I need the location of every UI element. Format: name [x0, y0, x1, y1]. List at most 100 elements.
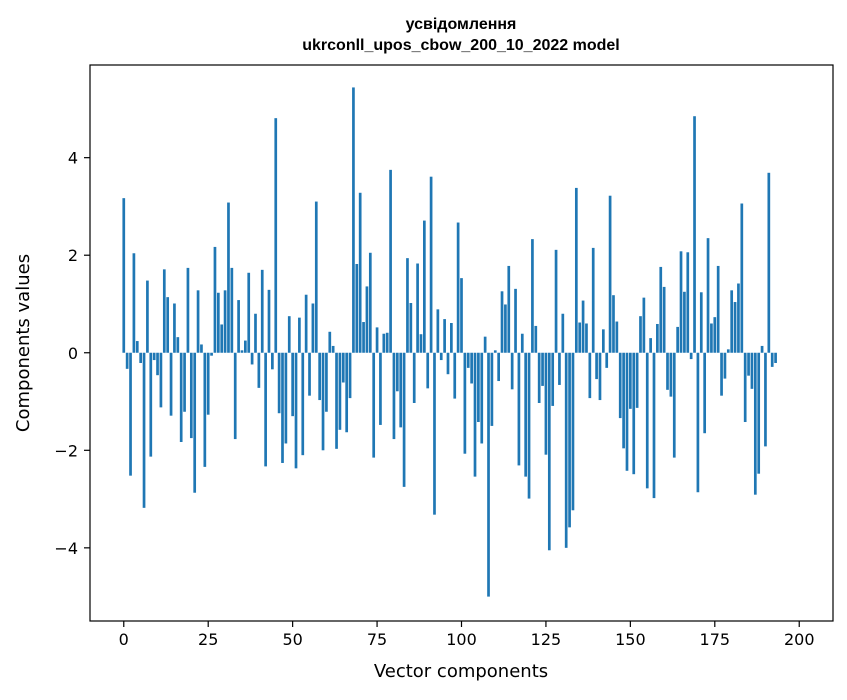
bar [352, 87, 355, 353]
x-tick-label: 25 [198, 630, 218, 649]
bar [656, 323, 659, 353]
bar [318, 352, 321, 401]
x-tick-label: 125 [531, 630, 562, 649]
bar [345, 352, 349, 433]
bar [541, 352, 544, 386]
bar [271, 352, 274, 370]
bar [139, 352, 143, 363]
bar [547, 352, 551, 551]
bar [416, 263, 419, 353]
bar [605, 352, 609, 368]
bar [693, 116, 696, 353]
bar [598, 352, 602, 401]
bar [426, 352, 430, 389]
bar [162, 269, 166, 353]
bar [314, 201, 318, 353]
bar [409, 303, 413, 353]
bar [281, 352, 284, 463]
bar [706, 238, 710, 353]
bar [149, 352, 153, 457]
bar [220, 324, 224, 353]
bar [146, 280, 149, 353]
bar [487, 352, 490, 597]
bar [497, 352, 500, 382]
bar [129, 352, 132, 476]
bar [456, 222, 460, 353]
bar [274, 118, 278, 353]
bar [301, 352, 305, 456]
bar [227, 202, 230, 353]
chart-title-line2: ukrconll_upos_cbow_200_10_2022 model [302, 37, 619, 54]
bar [439, 352, 443, 361]
bar [223, 290, 227, 353]
bar [122, 198, 126, 353]
bar [517, 352, 521, 466]
bar [446, 352, 450, 375]
bar [176, 337, 180, 353]
bar [392, 352, 396, 440]
bar [716, 265, 720, 353]
bar [338, 352, 342, 430]
bar [240, 350, 244, 353]
bar [703, 352, 707, 434]
bar [662, 286, 666, 353]
bar [571, 352, 575, 511]
bar [230, 267, 234, 353]
bar [585, 323, 588, 353]
bar [450, 323, 453, 353]
bar [767, 172, 771, 353]
bar [699, 292, 703, 353]
x-tick-label: 175 [700, 630, 731, 649]
bar [764, 352, 767, 447]
y-tick-label: −2 [54, 441, 78, 460]
bar [581, 300, 585, 353]
bar [527, 352, 531, 499]
bar [321, 352, 325, 451]
bar [490, 352, 494, 426]
bar [666, 352, 669, 390]
bar [203, 352, 207, 467]
bar [652, 352, 656, 499]
bar [500, 291, 504, 353]
bar [578, 322, 582, 353]
bar [196, 290, 200, 353]
bar [504, 304, 507, 353]
bar [311, 303, 315, 353]
x-tick-label: 150 [615, 630, 646, 649]
bar [524, 352, 528, 477]
x-axis-ticks: 0 25 50 75 100 125 150 175 200 [119, 621, 815, 649]
bar [720, 352, 723, 396]
bar [257, 352, 261, 388]
bar [237, 300, 240, 353]
bar [493, 350, 497, 353]
bar [341, 352, 345, 383]
bar [750, 352, 754, 389]
bar [588, 352, 592, 399]
bar [335, 352, 338, 449]
bar [669, 352, 673, 397]
bar [635, 352, 639, 408]
bar [733, 302, 737, 353]
bar [368, 252, 372, 353]
bar [723, 352, 727, 379]
bar [520, 333, 524, 353]
bar [726, 349, 730, 353]
bar [135, 341, 139, 353]
bar [264, 352, 267, 467]
bar [213, 246, 217, 353]
bar [534, 325, 538, 353]
bar [642, 297, 646, 353]
bar [233, 352, 237, 440]
bar [379, 352, 382, 425]
bar [287, 316, 291, 353]
bar [453, 352, 457, 399]
bar [591, 247, 595, 353]
bar [304, 294, 308, 353]
x-tick-label: 50 [282, 630, 302, 649]
bar [284, 352, 288, 444]
bar [463, 352, 467, 454]
bar [740, 203, 744, 353]
bar [358, 192, 362, 353]
bar [686, 252, 690, 353]
